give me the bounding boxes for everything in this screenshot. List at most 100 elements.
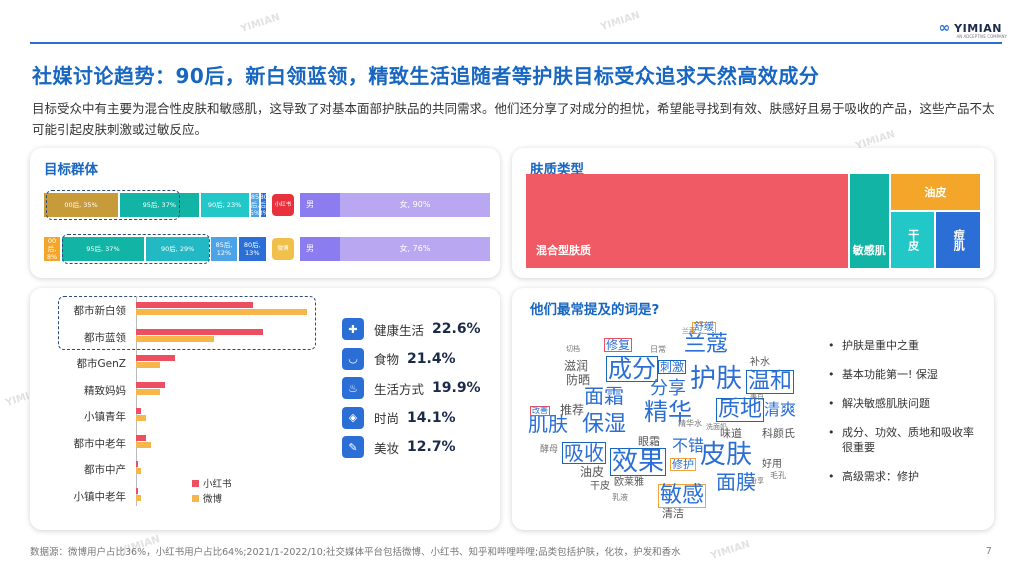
insight-item: 成分、功效、质地和吸收率很重要	[828, 425, 978, 455]
segment-panel	[30, 288, 500, 530]
insight-item: 护肤是重中之重	[828, 338, 978, 353]
bar-weibo	[136, 388, 161, 395]
age-segment: 85后, 12%	[211, 237, 237, 261]
bar-weibo	[136, 335, 215, 342]
category-row: ✎ 美妆 12.7%	[342, 436, 456, 458]
bar-xiaohongshu	[136, 408, 141, 414]
bag-icon: ◈	[342, 406, 364, 429]
bar-weibo	[136, 494, 141, 501]
word-cloud-word: 修护	[670, 458, 696, 471]
y-axis	[136, 296, 137, 506]
gender-male: 男	[300, 193, 340, 217]
word-cloud-word: 干皮	[590, 481, 610, 492]
word-cloud-word: 刺激	[658, 360, 687, 374]
segment-label: 都市GenZ	[76, 358, 126, 370]
legend-label: 小红书	[203, 479, 232, 490]
target-group-title: 目标群体	[44, 162, 98, 178]
word-cloud-word: 面膜	[716, 470, 756, 494]
data-source-note: 数据源：微博用户占比36%，小红书用户占比64%;2021/1-2022/10;…	[30, 547, 681, 558]
word-cloud-word: 酵母	[540, 445, 559, 455]
watermark: YIMIAN	[599, 9, 642, 34]
category-row: ◡ 食物 21.4%	[342, 347, 456, 370]
category-row: ♨ 生活方式 19.9%	[342, 377, 481, 399]
word-cloud-word: 效果	[610, 447, 667, 477]
age-segment: 80后, 3%	[261, 193, 266, 217]
legend-xiaohongshu: 小红书	[192, 476, 232, 490]
treemap-cell: 敏感肌	[849, 174, 889, 268]
word-cloud-word: 味道	[720, 427, 742, 440]
word-cloud-word: 清洁	[662, 507, 684, 520]
segment-label: 精致妈妈	[84, 384, 126, 397]
word-cloud-word: 面霜	[584, 384, 624, 408]
medical-kit-icon: ✚	[342, 318, 364, 340]
word-cloud-word: 质地	[716, 397, 765, 422]
word-cloud-word: 保湿	[582, 412, 627, 437]
treemap-cell: 油皮	[890, 174, 980, 211]
word-cloud-word: 温和	[746, 369, 795, 394]
word-cloud-word: 修复	[604, 338, 633, 352]
word-cloud-word: 肌肤	[528, 412, 568, 436]
page-description: 目标受众中有主要为混合性皮肤和敏感肌，这导致了对基本面部护肤品的共同需求。他们还…	[32, 101, 995, 137]
word-cloud-word: 兰蔻	[682, 327, 696, 335]
category-row: ✚ 健康生活 22.6%	[342, 318, 481, 340]
category-label: 生活方式	[374, 381, 425, 397]
word-cloud-word: 分享	[650, 378, 686, 399]
gender-male: 男	[300, 237, 340, 261]
word-cloud-word: 兰蔻	[684, 332, 729, 357]
bar-weibo	[136, 362, 161, 368]
segment-label: 都市中产	[84, 464, 126, 476]
insight-item: 解决敏感肌肤问题	[828, 396, 978, 411]
word-cloud-word: 毛孔	[770, 471, 786, 480]
treemap-cell: 混合型肤质	[526, 174, 848, 268]
category-value: 12.7%	[407, 439, 456, 455]
words-title: 他们最常提及的词是?	[530, 302, 660, 318]
word-cloud-word: 切档	[566, 345, 580, 353]
word-cloud-word: 眼霜	[638, 435, 660, 448]
age-segment: 95后, 37%	[62, 237, 144, 261]
age-segment: 00后, 8%	[44, 237, 61, 261]
age-segment: 90后, 23%	[200, 193, 249, 217]
category-label: 食物	[374, 352, 400, 367]
category-label: 美妆	[374, 440, 400, 456]
word-cloud-word: 清爽	[764, 400, 797, 419]
age-segment: 00后, 35%	[44, 193, 119, 217]
highlight-box	[58, 296, 316, 350]
category-value: 22.6%	[432, 321, 481, 337]
segment-label: 都市中老年	[73, 437, 127, 450]
word-cloud-word: 补水	[750, 357, 770, 368]
word-cloud-word: 精华水	[678, 419, 702, 428]
word-cloud-word: 成分	[606, 355, 658, 383]
word-cloud-word: 欧莱雅	[614, 477, 644, 488]
bar-weibo	[136, 309, 308, 315]
logo-mark-icon: ∞	[938, 20, 951, 36]
treemap-cell: 痘肌	[936, 212, 980, 268]
word-cloud-word: 洗面奶	[706, 423, 727, 431]
xiaohongshu-logo: 小红书	[272, 194, 294, 216]
category-value: 19.9%	[432, 380, 481, 396]
bar-xiaohongshu	[136, 302, 254, 308]
word-cloud-word: 科颜氏	[762, 427, 795, 440]
insight-item: 基本功能第一! 保湿	[828, 367, 978, 382]
bar-weibo	[136, 415, 146, 421]
gender-female: 女, 90%	[340, 193, 490, 217]
brand-name: YIMIAN	[954, 21, 1002, 35]
word-cloud-word: 分享	[750, 477, 764, 485]
word-cloud-word: 皮肤	[700, 440, 753, 470]
treemap-cell: 干皮	[890, 212, 935, 268]
word-cloud-word: 敏感	[658, 483, 707, 508]
bar-xiaohongshu	[136, 434, 146, 441]
page-title: 社媒讨论趋势：90后，新白领蓝领，精致生活追随者等护肤目标受众追求天然高效成分	[32, 64, 820, 88]
word-cloud-word: 滋润	[564, 359, 589, 373]
bar-xiaohongshu	[136, 381, 166, 388]
bar-weibo	[136, 441, 151, 448]
word-cloud-word: 精华	[644, 398, 692, 426]
header-divider	[30, 42, 1002, 44]
bar-weibo	[136, 468, 141, 474]
legend-swatch	[192, 479, 199, 487]
watermark: YIMIAN	[709, 538, 752, 563]
word-cloud-word: 改善	[530, 406, 550, 416]
segment-label: 小镇青年	[84, 411, 126, 423]
age-segment: 80后, 13%	[238, 237, 266, 261]
highlight-box	[46, 190, 180, 220]
age-segment: 85后, 5%	[250, 193, 260, 217]
